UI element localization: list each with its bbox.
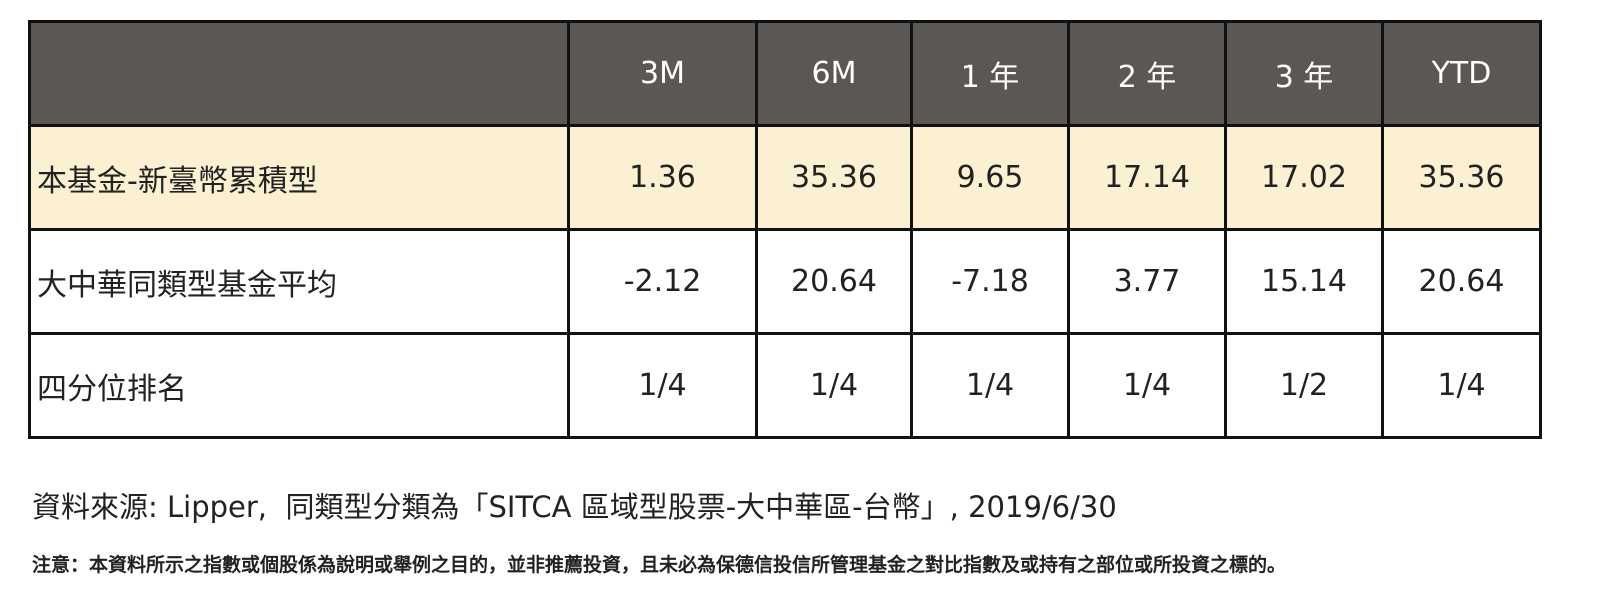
table-row: 本基金-新臺幣累積型 1.36 35.36 9.65 17.14 17.02 35.36 bbox=[28, 124, 1542, 231]
header-cell: 2 年 bbox=[1067, 20, 1227, 127]
cell: 1/4 bbox=[567, 332, 758, 439]
row-label: 大中華同類型基金平均 bbox=[28, 228, 570, 335]
table-row: 大中華同類型基金平均 -2.12 20.64 -7.18 3.77 15.14 20.64 bbox=[28, 228, 1542, 335]
table-row: 四分位排名 1/4 1/4 1/4 1/4 1/2 1/4 bbox=[28, 332, 1542, 439]
cell: 35.36 bbox=[1381, 124, 1542, 231]
table-body: 本基金-新臺幣累積型 1.36 35.36 9.65 17.14 17.02 35.36 大中… bbox=[28, 124, 1542, 439]
cell: 17.02 bbox=[1224, 124, 1384, 231]
row-label: 四分位排名 bbox=[28, 332, 570, 439]
source-text: 資料來源: Lipper, 同類型分類為「SITCA 區域型股票-大中華區-台幣… bbox=[32, 490, 1117, 524]
cell: 1/4 bbox=[1067, 332, 1227, 439]
header-cell: YTD bbox=[1381, 20, 1542, 127]
cell: 3.77 bbox=[1067, 228, 1227, 335]
cell: -2.12 bbox=[567, 228, 758, 335]
cell: 1/4 bbox=[1381, 332, 1542, 439]
cell: 20.64 bbox=[755, 228, 913, 335]
cell: 9.65 bbox=[910, 124, 1070, 231]
header-cell: 3 年 bbox=[1224, 20, 1384, 127]
cell: 20.64 bbox=[1381, 228, 1542, 335]
disclaimer: 注意：本資料所示之指數或個股係為說明或舉例之目的，並非推薦投資，且未必為保德信投… bbox=[32, 554, 1287, 576]
cell: 15.14 bbox=[1224, 228, 1384, 335]
header-cell: 6M bbox=[755, 20, 913, 127]
cell: 1/2 bbox=[1224, 332, 1384, 439]
cell: 1.36 bbox=[567, 124, 758, 231]
cell: 17.14 bbox=[1067, 124, 1227, 231]
cell: 35.36 bbox=[755, 124, 913, 231]
cell: -7.18 bbox=[910, 228, 1070, 335]
corner-cell bbox=[28, 20, 570, 127]
row-label: 本基金-新臺幣累積型 bbox=[28, 124, 570, 231]
header-cell: 1 年 bbox=[910, 20, 1070, 127]
cell: 1/4 bbox=[755, 332, 913, 439]
cell: 1/4 bbox=[910, 332, 1070, 439]
header-cell: 3M bbox=[567, 20, 758, 127]
